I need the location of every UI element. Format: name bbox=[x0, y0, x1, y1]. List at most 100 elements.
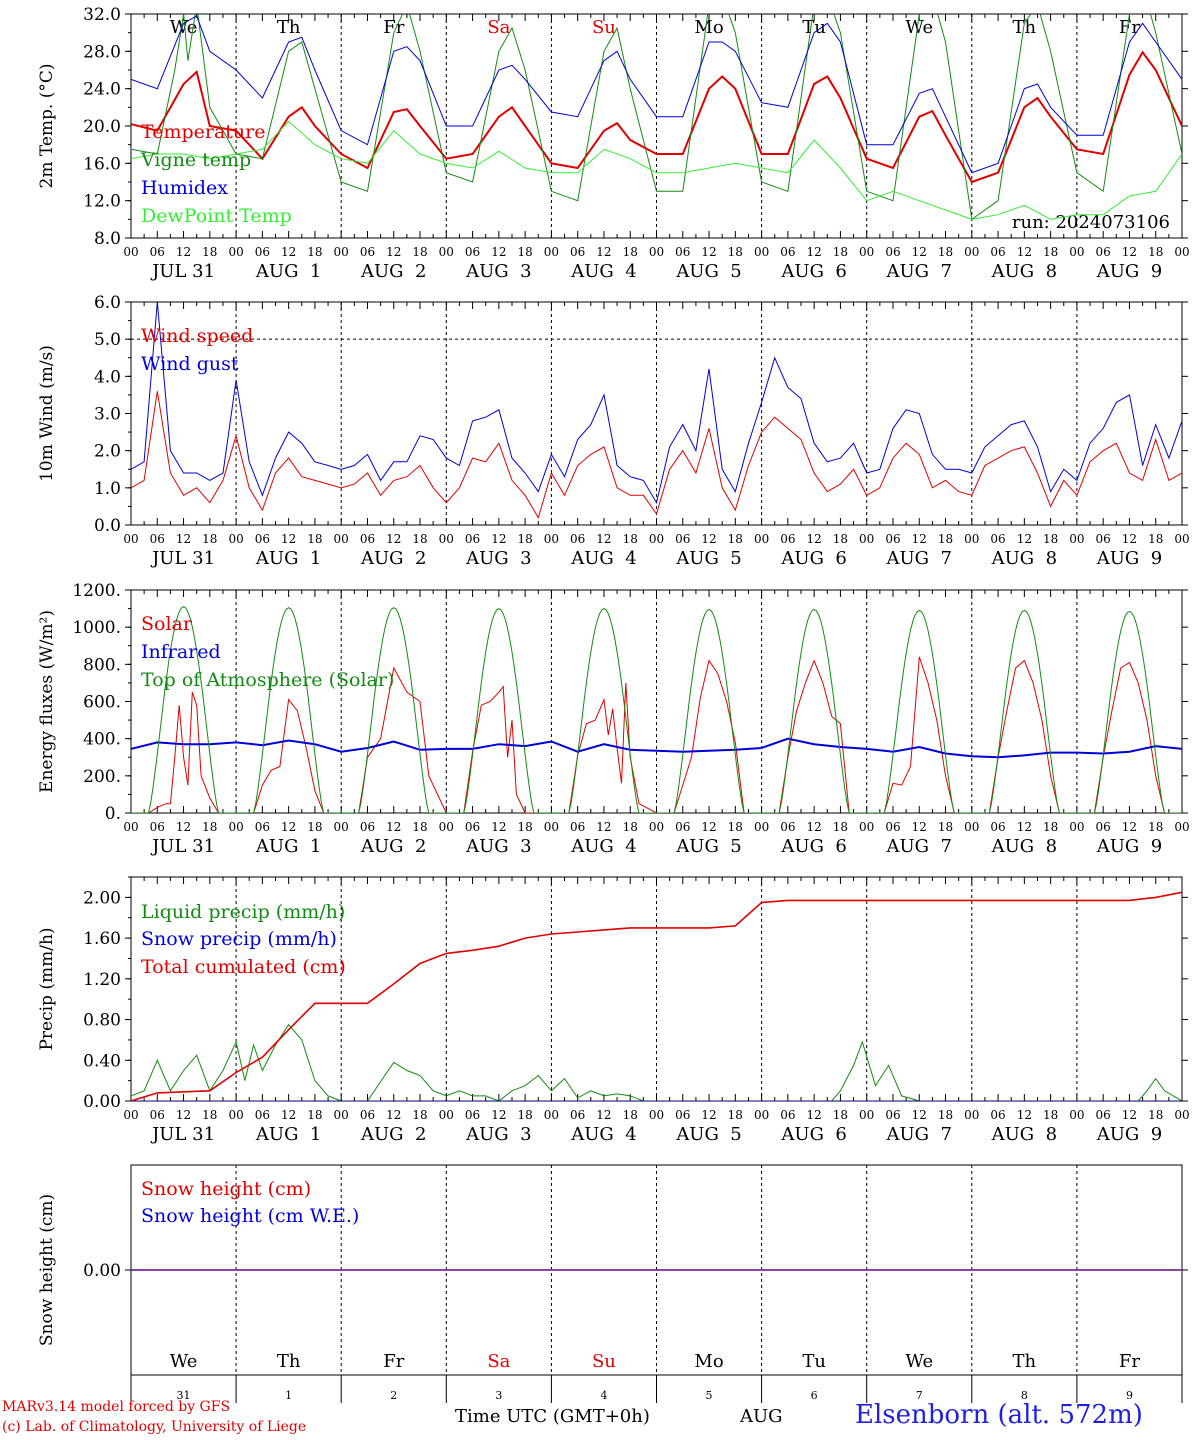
hour-tick-label: 12 bbox=[1017, 1108, 1032, 1122]
hour-tick-label: 12 bbox=[912, 1108, 927, 1122]
date-label: AUG 1 bbox=[255, 1124, 321, 1145]
hour-tick-label: 12 bbox=[912, 820, 927, 834]
hour-tick-label: 18 bbox=[1043, 1108, 1058, 1122]
hour-tick-label: 12 bbox=[1122, 245, 1137, 259]
hour-tick-label: 06 bbox=[465, 245, 480, 259]
hour-tick-label: 06 bbox=[360, 820, 375, 834]
hour-tick-label: 18 bbox=[202, 532, 217, 546]
date-label: AUG 4 bbox=[570, 548, 636, 569]
hour-tick-label: 06 bbox=[255, 1108, 270, 1122]
hour-tick-label: 06 bbox=[255, 820, 270, 834]
hour-tick-label: 12 bbox=[281, 1108, 296, 1122]
y-tick-label: 16.0 bbox=[83, 154, 121, 174]
hour-tick-label: 00 bbox=[334, 820, 349, 834]
weekday-label: We bbox=[170, 17, 198, 38]
y-tick-label: 20.0 bbox=[83, 117, 121, 137]
y-axis-label: Energy fluxes (W/m²) bbox=[37, 610, 57, 793]
y-axis-label: 10m Wind (m/s) bbox=[37, 345, 57, 482]
hour-tick-label: 00 bbox=[964, 245, 979, 259]
hour-tick-label: 12 bbox=[1017, 532, 1032, 546]
hour-tick-label: 06 bbox=[1096, 532, 1111, 546]
hour-tick-label: 18 bbox=[1148, 1108, 1163, 1122]
hour-tick-label: 00 bbox=[544, 532, 559, 546]
weekday-label: Tu bbox=[802, 1351, 826, 1372]
y-axis-label: Precip (mm/h) bbox=[37, 927, 57, 1050]
hour-tick-label: 00 bbox=[754, 532, 769, 546]
date-label: AUG 2 bbox=[360, 261, 426, 282]
day-number-label: 7 bbox=[916, 1389, 923, 1402]
hour-tick-label: 00 bbox=[1174, 245, 1189, 259]
series-liquid-precip-mm-h-line bbox=[131, 1023, 1182, 1101]
y-tick-label: 0.0 bbox=[94, 516, 121, 536]
series-wind-gust-line bbox=[131, 302, 1182, 505]
hour-tick-label: 12 bbox=[701, 532, 716, 546]
date-label: AUG 7 bbox=[886, 548, 952, 569]
hour-tick-label: 00 bbox=[1174, 820, 1189, 834]
hour-tick-label: 06 bbox=[780, 532, 795, 546]
hour-tick-label: 12 bbox=[807, 245, 822, 259]
y-axis-label: 2m Temp. (°C) bbox=[37, 63, 57, 188]
y-tick-label: 12.0 bbox=[83, 192, 121, 212]
y-tick-label: 2.0 bbox=[94, 442, 121, 462]
y-tick-label: 400. bbox=[83, 730, 121, 750]
hour-tick-label: 12 bbox=[1017, 245, 1032, 259]
hour-tick-label: 18 bbox=[833, 1108, 848, 1122]
y-tick-label: 28.0 bbox=[83, 42, 121, 62]
series-solar-line bbox=[131, 656, 1182, 813]
hour-tick-label: 12 bbox=[807, 1108, 822, 1122]
hour-tick-label: 18 bbox=[517, 245, 532, 259]
date-label: AUG 9 bbox=[1096, 548, 1162, 569]
hour-tick-label: 00 bbox=[123, 532, 138, 546]
hour-tick-label: 18 bbox=[938, 532, 953, 546]
date-label: AUG 7 bbox=[886, 261, 952, 282]
hour-tick-label: 12 bbox=[176, 1108, 191, 1122]
y-tick-label: 1200. bbox=[72, 581, 121, 601]
hour-tick-label: 06 bbox=[150, 532, 165, 546]
hour-tick-label: 06 bbox=[780, 1108, 795, 1122]
weekday-label: Fr bbox=[1119, 17, 1140, 38]
hour-tick-label: 00 bbox=[754, 1108, 769, 1122]
weekday-label: Th bbox=[1013, 17, 1037, 38]
hour-tick-label: 18 bbox=[623, 1108, 638, 1122]
hour-tick-label: 00 bbox=[123, 1108, 138, 1122]
day-number-label: 9 bbox=[1126, 1389, 1133, 1402]
hour-tick-label: 06 bbox=[360, 245, 375, 259]
legend-total-cumulated-cm: Total cumulated (cm) bbox=[141, 956, 346, 978]
date-label: AUG 7 bbox=[886, 836, 952, 857]
hour-tick-label: 00 bbox=[859, 245, 874, 259]
hour-tick-label: 00 bbox=[964, 1108, 979, 1122]
hour-tick-label: 00 bbox=[439, 820, 454, 834]
hour-tick-label: 18 bbox=[938, 245, 953, 259]
hour-tick-label: 06 bbox=[990, 1108, 1005, 1122]
hour-tick-label: 18 bbox=[307, 820, 322, 834]
hour-tick-label: 12 bbox=[491, 1108, 506, 1122]
hour-tick-label: 06 bbox=[360, 1108, 375, 1122]
hour-tick-label: 12 bbox=[1122, 532, 1137, 546]
hour-tick-label: 18 bbox=[517, 1108, 532, 1122]
hour-tick-label: 12 bbox=[281, 820, 296, 834]
date-label: AUG 1 bbox=[255, 836, 321, 857]
weekday-label: Th bbox=[1013, 1351, 1037, 1372]
date-label: AUG 4 bbox=[570, 836, 636, 857]
series-group bbox=[131, 14, 1182, 221]
y-tick-label: 600. bbox=[83, 693, 121, 713]
hour-tick-label: 00 bbox=[649, 820, 664, 834]
hour-tick-label: 12 bbox=[596, 820, 611, 834]
hour-tick-label: 00 bbox=[439, 532, 454, 546]
hour-tick-label: 12 bbox=[1122, 820, 1137, 834]
hour-tick-label: 00 bbox=[228, 532, 243, 546]
y-tick-label: 0.40 bbox=[83, 1051, 121, 1071]
weekday-label: Sa bbox=[487, 17, 510, 38]
legend-humidex: Humidex bbox=[141, 177, 228, 199]
hour-tick-label: 06 bbox=[150, 820, 165, 834]
hour-tick-label: 00 bbox=[649, 532, 664, 546]
hour-tick-label: 00 bbox=[1069, 1108, 1084, 1122]
hour-tick-label: 00 bbox=[439, 245, 454, 259]
date-label: AUG 8 bbox=[991, 548, 1057, 569]
date-label: AUG 4 bbox=[570, 1124, 636, 1145]
hour-tick-label: 06 bbox=[885, 1108, 900, 1122]
weekday-label: We bbox=[905, 1351, 933, 1372]
y-tick-label: 800. bbox=[83, 655, 121, 675]
date-label: AUG 6 bbox=[780, 836, 846, 857]
hour-tick-label: 06 bbox=[570, 1108, 585, 1122]
